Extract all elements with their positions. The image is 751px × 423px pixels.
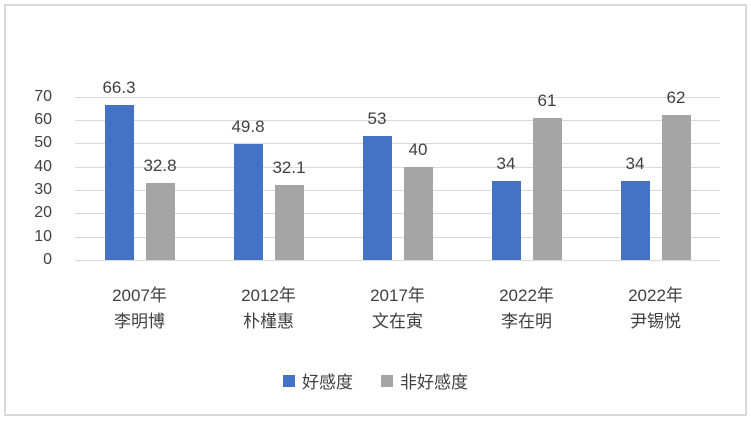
legend-label: 非好感度 bbox=[400, 373, 468, 392]
y-tick-label: 40 bbox=[34, 157, 52, 175]
legend-label: 好感度 bbox=[302, 373, 353, 392]
gridline bbox=[75, 166, 720, 168]
bar-unfavorable bbox=[403, 166, 433, 260]
gridline bbox=[75, 189, 720, 191]
legend-swatch-unfavorable bbox=[381, 374, 393, 387]
data-label: 32.1 bbox=[272, 158, 306, 178]
gridline bbox=[75, 260, 720, 261]
y-tick-label: 70 bbox=[34, 87, 52, 105]
category-label: 2017年 文在寅 bbox=[370, 286, 425, 331]
legend-item-favorable: 好感度 bbox=[283, 368, 353, 393]
chart-border bbox=[4, 4, 747, 416]
data-label: 53 bbox=[367, 109, 387, 129]
category-label: 2012年 朴槿惠 bbox=[241, 286, 296, 331]
data-label: 32.8 bbox=[143, 156, 177, 176]
data-label: 34 bbox=[496, 153, 516, 173]
gridline bbox=[75, 96, 720, 98]
data-label: 49.8 bbox=[231, 116, 265, 136]
bar-unfavorable bbox=[532, 117, 562, 260]
gridline bbox=[75, 213, 720, 215]
category-label: 2007年 李明博 bbox=[112, 286, 167, 331]
data-label: 40 bbox=[408, 139, 428, 159]
category-label: 2022年 李在明 bbox=[499, 286, 554, 331]
y-tick-label: 0 bbox=[43, 251, 52, 268]
bar-favorable bbox=[491, 180, 521, 260]
bar-unfavorable bbox=[661, 115, 691, 260]
legend: 好感度 非好感度 bbox=[0, 368, 751, 393]
bar-favorable bbox=[104, 105, 134, 260]
bar-unfavorable bbox=[274, 185, 304, 260]
bar-unfavorable bbox=[145, 183, 175, 260]
y-tick-label: 50 bbox=[34, 134, 52, 152]
legend-item-unfavorable: 非好感度 bbox=[381, 368, 468, 393]
bar-favorable bbox=[233, 143, 263, 260]
data-label: 62 bbox=[666, 88, 686, 108]
legend-swatch-favorable bbox=[283, 374, 295, 387]
y-tick-label: 60 bbox=[34, 110, 52, 128]
y-tick-label: 20 bbox=[34, 204, 52, 222]
data-label: 34 bbox=[625, 153, 645, 173]
gridline bbox=[75, 119, 720, 121]
category-label: 2022年 尹锡悦 bbox=[628, 286, 683, 331]
y-tick-label: 30 bbox=[34, 180, 52, 198]
bar-favorable bbox=[362, 136, 392, 260]
gridline bbox=[75, 236, 720, 238]
bar-favorable bbox=[620, 180, 650, 260]
gridline bbox=[75, 143, 720, 145]
data-label: 66.3 bbox=[102, 78, 136, 98]
y-tick-label: 10 bbox=[34, 227, 52, 245]
data-label: 61 bbox=[537, 90, 557, 110]
